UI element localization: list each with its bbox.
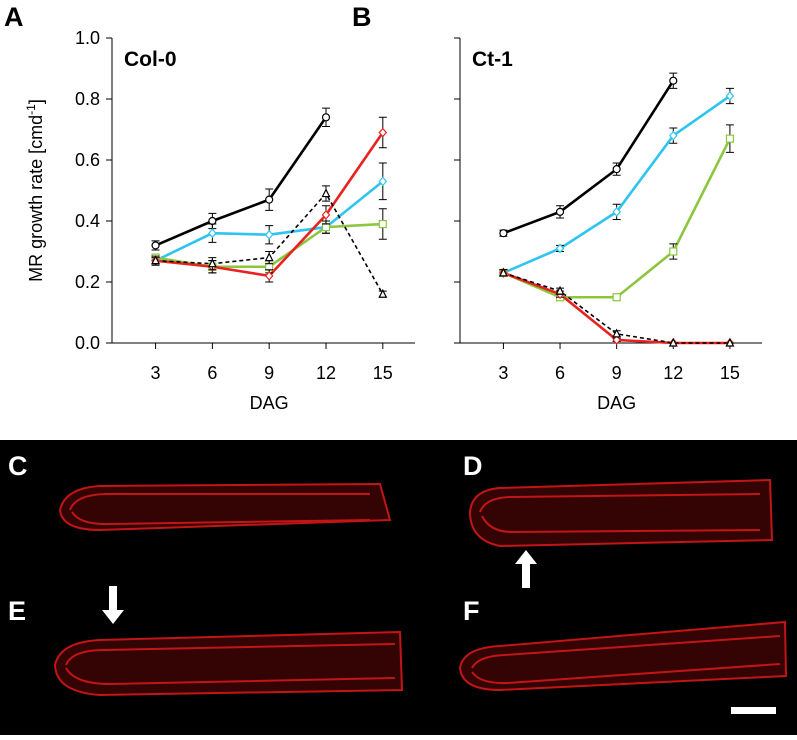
marker bbox=[321, 188, 331, 198]
marker bbox=[612, 206, 621, 217]
series-line bbox=[502, 79, 675, 235]
y-label-superscript: -1 bbox=[24, 104, 38, 115]
marker bbox=[321, 113, 331, 122]
chart-title: Col-0 bbox=[124, 48, 177, 71]
panel-label: E bbox=[8, 596, 26, 626]
marker bbox=[265, 195, 274, 204]
series-line bbox=[155, 116, 328, 247]
y-tick-label: 0.8 bbox=[75, 89, 100, 109]
marker bbox=[378, 176, 388, 187]
chart-title: Ct-1 bbox=[472, 48, 513, 71]
x-tick-label: 15 bbox=[373, 363, 393, 383]
marker bbox=[725, 91, 735, 101]
arrows bbox=[102, 550, 776, 714]
marker bbox=[378, 127, 388, 138]
marker bbox=[612, 335, 621, 345]
y-label-close: ] bbox=[26, 99, 46, 104]
panel-label: D bbox=[463, 451, 483, 481]
x-tick-label: 6 bbox=[555, 363, 565, 383]
y-tick-label: 0.6 bbox=[75, 150, 100, 170]
y-tick-label: 0.4 bbox=[75, 211, 100, 231]
panel-label: B bbox=[352, 2, 372, 32]
root-images bbox=[53, 478, 788, 697]
marker bbox=[151, 241, 160, 250]
marker bbox=[151, 255, 161, 265]
marker bbox=[264, 229, 274, 240]
marker bbox=[499, 229, 508, 238]
marker bbox=[668, 337, 678, 347]
marker bbox=[612, 328, 622, 338]
panel-label: A bbox=[4, 2, 24, 32]
panel-label: F bbox=[463, 596, 480, 626]
marker bbox=[612, 293, 621, 302]
marker bbox=[321, 223, 331, 232]
marker bbox=[378, 288, 388, 298]
x-tick-label: 3 bbox=[151, 363, 161, 383]
x-tick-label: 15 bbox=[720, 363, 740, 383]
x-tick-label: 6 bbox=[207, 363, 217, 383]
x-tick-label: 3 bbox=[498, 363, 508, 383]
panel-label: C bbox=[8, 451, 28, 481]
marker bbox=[555, 207, 565, 216]
marker bbox=[668, 130, 678, 141]
marker bbox=[555, 243, 565, 254]
marker bbox=[555, 285, 565, 295]
marker bbox=[321, 209, 331, 220]
marker bbox=[612, 165, 621, 174]
x-tick-label: 12 bbox=[316, 363, 336, 383]
marker bbox=[265, 262, 274, 271]
marker bbox=[725, 134, 735, 143]
marker bbox=[264, 252, 274, 262]
marker bbox=[264, 270, 274, 281]
marker bbox=[669, 247, 678, 256]
x-axis-label: DAG bbox=[250, 393, 289, 413]
series-line bbox=[503, 272, 730, 344]
y-tick-label: 1.0 bbox=[75, 28, 100, 48]
y-tick-label: 0.0 bbox=[75, 333, 100, 353]
marker bbox=[498, 267, 508, 277]
y-label-text: MR growth rate [cmd bbox=[26, 115, 46, 282]
marker bbox=[208, 216, 217, 226]
x-tick-label: 12 bbox=[663, 363, 683, 383]
y-tick-label: 0.2 bbox=[75, 272, 100, 292]
marker bbox=[207, 258, 217, 268]
series-line bbox=[502, 94, 731, 275]
x-tick-label: 9 bbox=[612, 363, 622, 383]
marker bbox=[669, 76, 678, 85]
x-tick-label: 9 bbox=[264, 363, 274, 383]
x-axis-label: DAG bbox=[597, 393, 636, 413]
marker bbox=[725, 337, 735, 347]
y-axis-label: MR growth rate [cmd-1] bbox=[24, 99, 46, 282]
marker bbox=[208, 228, 217, 239]
marker bbox=[378, 219, 387, 229]
